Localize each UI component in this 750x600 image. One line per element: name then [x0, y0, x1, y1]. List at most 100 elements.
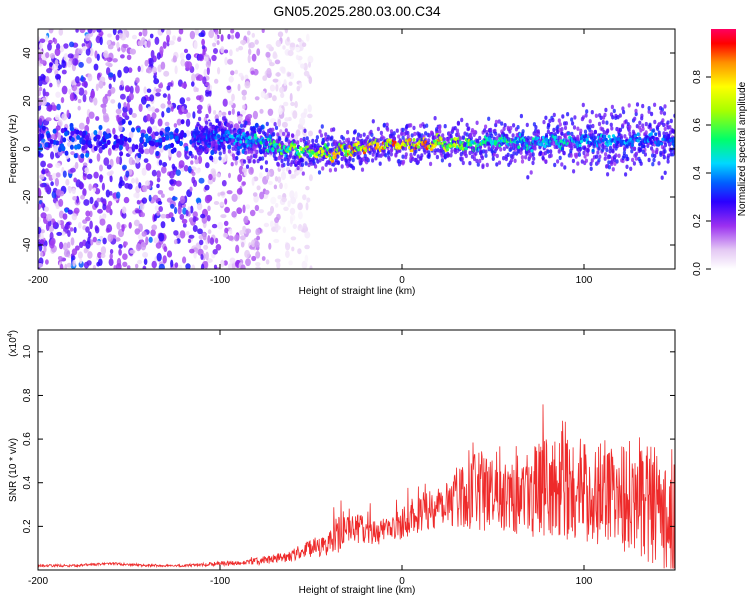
spectrogram-cell — [606, 129, 610, 134]
spectrogram-ridge-cell — [654, 132, 658, 136]
spectrogram-cell — [228, 172, 231, 179]
spectrogram-cell — [468, 161, 472, 166]
spectrogram-cell — [369, 144, 373, 150]
spectrogram-cell — [208, 173, 213, 181]
spectrogram-cell — [275, 39, 282, 48]
spectrogram-cell — [112, 29, 117, 36]
spectrogram-cell — [177, 206, 182, 215]
spectrogram-cell — [641, 149, 645, 154]
spectrogram-cell — [624, 119, 628, 124]
spectrogram-cell — [57, 132, 61, 141]
spectrogram-cell — [662, 131, 666, 136]
spectrogram-cell — [460, 117, 464, 123]
spectrogram-cell — [585, 109, 589, 114]
snr-y-ticks: 0.2 0.4 0.6 0.8 1.0 — [22, 344, 675, 533]
spectrogram-cell — [644, 130, 648, 135]
spectrogram-cell — [204, 81, 210, 87]
spectrogram-cell — [90, 90, 95, 99]
spectrogram-cell — [215, 145, 219, 150]
spectrogram-cell — [38, 136, 41, 143]
spectrogram-cell — [92, 264, 96, 269]
spectrogram-cell — [573, 115, 577, 120]
spectrogram-cell — [263, 131, 267, 137]
spectrogram-cell — [122, 44, 129, 49]
spectrogram-cell — [308, 174, 313, 182]
spectrogram-cell — [131, 127, 135, 133]
spectrogram-cell — [248, 48, 252, 56]
spectrogram-cell — [131, 178, 136, 184]
spectrogram-cell — [200, 213, 206, 219]
spectrogram-cell — [121, 206, 127, 214]
spectrogram-cell — [643, 152, 648, 157]
spectrogram-cell — [231, 108, 235, 115]
spectrogram-cell — [40, 202, 45, 209]
spectrogram-cell — [281, 196, 287, 203]
spectrogram-cell — [61, 146, 66, 152]
spectrogram-cell — [115, 263, 122, 269]
spectrogram-cell — [99, 174, 103, 183]
spectrogram-cell — [196, 74, 204, 81]
spectrogram-cell — [169, 134, 174, 140]
spectrogram-cell — [577, 152, 582, 157]
spectrogram-cell — [67, 60, 72, 68]
spectrogram-cell — [136, 127, 141, 133]
spectrogram-cell — [401, 127, 405, 133]
spectrogram-cell — [55, 162, 61, 168]
spectrogram-cell — [82, 188, 87, 197]
spectrogram-cell — [179, 133, 184, 140]
spectrogram-cell — [653, 119, 657, 125]
spectrogram-cell — [111, 41, 116, 46]
spectrogram-cell — [38, 203, 41, 210]
spectrogram-cell — [38, 226, 42, 234]
spectrogram-cell — [456, 121, 460, 126]
spectrogram-cell — [49, 53, 56, 59]
spectrogram-cell — [93, 145, 98, 152]
colorbar-ticks: 0.0 0.2 0.4 0.6 0.8 — [692, 70, 711, 276]
spectrogram-cell — [45, 117, 52, 122]
y-tick-label: 20 — [22, 95, 33, 107]
spectrogram-cell — [174, 128, 179, 134]
spectrogram-cell — [236, 149, 240, 154]
spectrogram-cell — [274, 217, 280, 223]
spectrogram-cell — [39, 174, 45, 180]
spectrogram-cell — [60, 222, 64, 230]
spectrogram-cell — [62, 213, 68, 220]
spectrogram-cell — [576, 161, 580, 166]
spectrogram-cell — [663, 149, 667, 154]
spectrogram-cell — [403, 146, 408, 151]
spectrogram-cell — [341, 136, 345, 141]
spectrogram-cell — [85, 240, 91, 249]
spectrogram-cell — [138, 31, 143, 37]
spectrogram-cell — [283, 101, 289, 107]
colorbar-gradient — [711, 29, 736, 269]
spectrogram-cell — [43, 206, 50, 212]
spectrogram-cell — [281, 166, 286, 172]
spectrogram-cell — [652, 128, 656, 133]
spectrogram-cell — [106, 164, 112, 170]
spectrogram-cell — [254, 240, 260, 248]
spectrogram-cell — [109, 175, 113, 183]
spectrogram-cell — [282, 131, 286, 137]
spectrogram-cell — [414, 149, 418, 154]
spectrogram-cell — [151, 106, 156, 114]
spectrogram-cell — [38, 151, 41, 157]
spectrogram-cell — [184, 145, 189, 152]
spectrogram-cell — [78, 122, 85, 130]
spectrogram-cell — [39, 38, 46, 44]
spectrogram-cell — [246, 130, 250, 136]
spectrogram-cell — [296, 165, 300, 171]
spectrogram-cell — [653, 102, 657, 108]
spectrogram-cell — [236, 207, 243, 215]
spectrogram-cell — [286, 131, 290, 137]
spectrogram-cell — [85, 216, 91, 222]
spectrogram-cell — [143, 158, 149, 164]
spectrogram-cell — [521, 129, 525, 134]
spectrogram-cell — [75, 129, 80, 135]
spectrogram-cell — [555, 144, 559, 150]
spectrogram-cell — [86, 116, 90, 125]
spectrogram-cell — [170, 142, 175, 148]
spectrogram-cell — [130, 48, 136, 55]
spectrogram-cell — [160, 29, 165, 33]
spectrogram-cell — [397, 159, 401, 164]
spectrogram-cell — [321, 166, 325, 171]
